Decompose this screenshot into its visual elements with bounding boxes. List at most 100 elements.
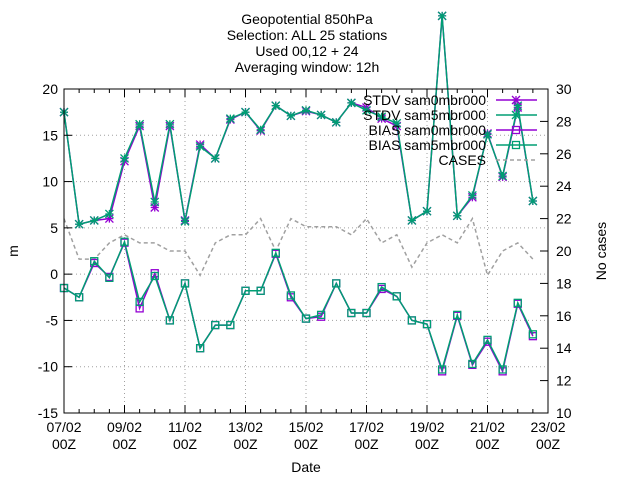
marker-stroke bbox=[241, 107, 250, 117]
marker-stroke bbox=[513, 101, 523, 111]
y-tick-label: 0 bbox=[50, 266, 58, 282]
marker-stroke bbox=[165, 119, 175, 129]
data-point bbox=[241, 286, 250, 295]
y-tick-label: 15 bbox=[42, 127, 58, 143]
data-point bbox=[211, 320, 220, 330]
data-point bbox=[511, 140, 521, 150]
y-tick-label: 5 bbox=[50, 220, 58, 236]
marker-stroke bbox=[256, 125, 266, 135]
data-point bbox=[120, 237, 129, 246]
marker-stroke bbox=[407, 215, 417, 225]
y2-tick-label: 30 bbox=[556, 81, 572, 97]
data-point bbox=[513, 101, 523, 111]
data-point bbox=[528, 330, 538, 339]
y2-tick-label: 24 bbox=[556, 178, 572, 194]
legend-item: BIAS sam5mbr000 bbox=[369, 137, 537, 153]
x-tick-label: 07/02 bbox=[46, 419, 81, 435]
data-point bbox=[528, 196, 538, 206]
data-point bbox=[150, 197, 160, 207]
data-point bbox=[241, 107, 250, 117]
data-point bbox=[180, 279, 190, 288]
y2-tick-label: 28 bbox=[556, 113, 572, 129]
series-layer bbox=[59, 11, 538, 376]
legend-item: CASES bbox=[439, 152, 537, 168]
data-point bbox=[422, 319, 432, 329]
marker-stroke bbox=[437, 11, 447, 21]
data-point bbox=[437, 365, 447, 374]
x-tick-label: 17/02 bbox=[349, 419, 384, 435]
marker-stroke bbox=[301, 105, 311, 115]
series-cases bbox=[63, 216, 534, 278]
data-point bbox=[422, 206, 432, 216]
y-tick-label: 20 bbox=[42, 81, 58, 97]
data-point bbox=[392, 292, 401, 301]
data-point bbox=[256, 286, 265, 295]
data-point bbox=[135, 119, 145, 129]
data-point bbox=[513, 298, 522, 307]
data-point bbox=[226, 320, 235, 330]
data-point bbox=[135, 297, 144, 307]
legend-label: CASES bbox=[439, 152, 486, 168]
data-point bbox=[271, 101, 281, 111]
data-point bbox=[498, 171, 508, 181]
data-point bbox=[301, 314, 311, 323]
title-line: Used 00,12 + 24 bbox=[255, 43, 358, 59]
x-tick-label: 09/02 bbox=[107, 419, 142, 435]
marker-stroke bbox=[511, 110, 521, 120]
marker-stroke bbox=[180, 216, 190, 226]
marker-stroke bbox=[511, 95, 521, 105]
y-tick-label: -5 bbox=[46, 312, 59, 328]
data-point bbox=[346, 98, 356, 108]
y2-tick-label: 12 bbox=[556, 373, 572, 389]
x-axis-label: Date bbox=[291, 459, 321, 475]
y2-axis-label: No cases bbox=[593, 222, 609, 280]
x-tick-label: 00Z bbox=[52, 436, 77, 452]
marker-stroke bbox=[150, 197, 160, 207]
data-point bbox=[468, 359, 477, 369]
x-tick-label: 19/02 bbox=[409, 419, 444, 435]
data-point bbox=[452, 211, 462, 221]
data-point bbox=[286, 111, 296, 121]
legend-item: BIAS sam0mbr000 bbox=[369, 122, 537, 138]
legend-label: STDV sam0mbr000 bbox=[363, 92, 486, 108]
marker-stroke bbox=[392, 118, 402, 128]
x-tick-label: 00Z bbox=[112, 436, 137, 452]
y2-tick-label: 22 bbox=[556, 211, 572, 227]
y-axis-label: m bbox=[5, 245, 21, 257]
legend-item: STDV sam0mbr000 bbox=[363, 92, 537, 108]
title-line: Selection: ALL 25 stations bbox=[227, 27, 388, 43]
marker-stroke bbox=[316, 110, 326, 120]
data-point bbox=[316, 110, 326, 120]
axis-ticks: -15 -10 -5 0 5 10 15 20 10 12 14 16 18 20 22 24 26 28 30 07… bbox=[38, 81, 572, 452]
data-point bbox=[453, 310, 462, 320]
y-tick-label: -15 bbox=[38, 405, 58, 421]
y2-tick-label: 16 bbox=[556, 308, 572, 324]
marker-stroke bbox=[498, 171, 508, 181]
marker-stroke bbox=[452, 211, 462, 221]
data-point bbox=[210, 153, 220, 163]
series-bias-sam5mbr000 bbox=[59, 237, 538, 374]
data-point bbox=[362, 105, 371, 115]
legend-label: BIAS sam5mbr000 bbox=[369, 137, 487, 153]
data-point bbox=[301, 105, 311, 115]
data-point bbox=[225, 114, 235, 124]
y-tick-label: 10 bbox=[42, 174, 58, 190]
marker-stroke bbox=[422, 206, 432, 216]
data-point bbox=[104, 209, 114, 219]
data-point bbox=[165, 316, 175, 325]
x-tick-label: 00Z bbox=[536, 436, 561, 452]
marker-stroke bbox=[225, 114, 235, 124]
legend-label: STDV sam5mbr000 bbox=[363, 107, 486, 123]
data-point bbox=[377, 282, 386, 292]
marker-stroke bbox=[89, 215, 99, 225]
y2-tick-label: 10 bbox=[556, 405, 572, 421]
data-point bbox=[362, 308, 371, 318]
data-point bbox=[74, 219, 84, 229]
data-point bbox=[120, 153, 129, 163]
data-point bbox=[150, 271, 159, 281]
data-point bbox=[90, 257, 99, 266]
data-point bbox=[483, 335, 492, 345]
series-line bbox=[63, 239, 534, 373]
